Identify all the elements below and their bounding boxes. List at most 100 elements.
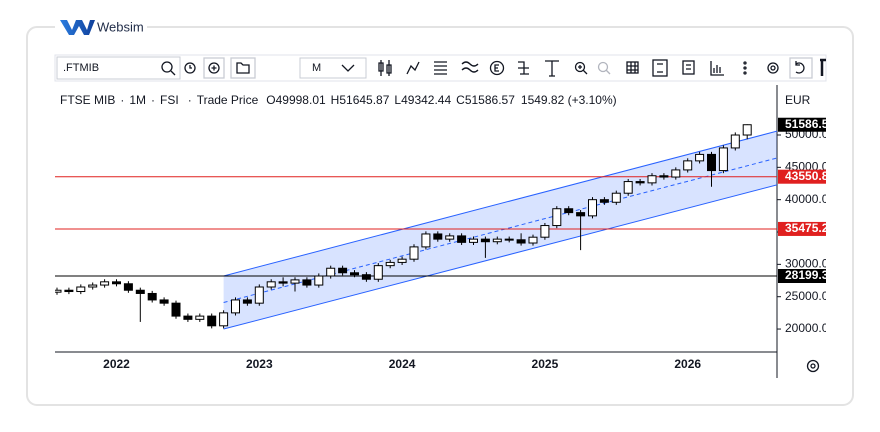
toolbar: .FTMIB M (54, 54, 827, 82)
candle-body (231, 299, 240, 314)
plot (55, 124, 777, 330)
symbol-input[interactable] (56, 56, 181, 80)
candle-body (659, 175, 669, 178)
chevron (341, 64, 355, 72)
candle-body (588, 199, 597, 217)
candle-body (576, 212, 586, 217)
level-label: 43550.8 (785, 169, 829, 183)
candle-body (623, 181, 633, 194)
card (26, 26, 854, 406)
candle-body (195, 315, 205, 320)
candle-body (718, 147, 728, 172)
folder-icon[interactable] (230, 57, 256, 79)
candle-body (647, 175, 657, 184)
candle-body (112, 281, 121, 285)
level-label-bg (778, 169, 826, 184)
candle-body (469, 238, 478, 243)
last-price-label: 51586.5 (785, 117, 829, 131)
candle-body (480, 238, 490, 243)
candle-body (302, 279, 312, 286)
price-axis: 20000.025000.030000.035000.040000.045000… (777, 117, 829, 335)
candle-body (730, 134, 740, 149)
candle-body (219, 312, 229, 327)
level-label: 28199.3 (785, 268, 829, 282)
o-value: 49998.01 (276, 93, 326, 107)
info-line: FTSE MIB · 1M · FSI · Trade Price O49998.01 H516… (60, 93, 617, 107)
info-interval: 1M (129, 93, 146, 107)
x-tick-label: 2023 (246, 357, 273, 371)
candle-body (707, 153, 716, 172)
search-icon[interactable] (161, 61, 176, 76)
tool-icons[interactable] (378, 57, 826, 79)
symbol-text: .FTMIB (63, 62, 99, 74)
info-sep: · (188, 93, 192, 107)
candle-body (326, 267, 336, 277)
y-tick-label: 20000.0 (785, 321, 829, 335)
candle-body (123, 283, 133, 291)
candle-body (457, 235, 467, 243)
info-sep: · (151, 93, 155, 107)
candle-body (100, 281, 110, 286)
candle-body (171, 302, 181, 317)
candle-body (540, 225, 550, 238)
info-exchange: FSI (160, 93, 179, 107)
candle-body (528, 236, 538, 244)
candle-body (183, 315, 193, 320)
y-tick-label: 25000.0 (785, 289, 829, 303)
candle-body (695, 153, 705, 162)
channel-upper (223, 130, 777, 277)
candle-body (564, 208, 574, 214)
y-tick-label: 30000.0 (785, 257, 829, 271)
add-icon[interactable] (203, 57, 225, 79)
candle-body (350, 272, 359, 276)
candle-body (397, 258, 407, 263)
settings-icon[interactable] (806, 359, 820, 373)
candle-body (207, 315, 217, 327)
candle-body (361, 274, 371, 280)
candle-body (635, 181, 645, 184)
candle-body (492, 238, 502, 243)
interval-select[interactable] (299, 57, 367, 79)
l-label: L (394, 93, 401, 107)
candle-body (159, 299, 169, 304)
candle-body (242, 299, 252, 304)
x-tick-label: 2026 (674, 357, 701, 371)
candle-body (742, 124, 752, 136)
channel-mid (223, 157, 777, 304)
candle-body (516, 239, 526, 244)
info-price-type: Trade Price (197, 93, 259, 107)
toolbar-bg (54, 54, 827, 82)
level-label: 35475.2 (785, 221, 829, 235)
candle-body (135, 289, 145, 294)
h-value: 51645.87 (339, 93, 389, 107)
y-tick-label: 40000.0 (785, 192, 829, 206)
level-label-bg (778, 269, 826, 284)
last-price-bg (778, 117, 826, 132)
x-tick-label: 2024 (389, 357, 416, 371)
candle-body (76, 286, 86, 293)
channel-lower (223, 184, 777, 330)
candle-body (552, 208, 562, 227)
candle-body (55, 289, 62, 293)
change: 1549.82 (+3.10%) (521, 93, 617, 107)
info-symbol: FTSE MIB (60, 93, 115, 107)
c-value: 51586.57 (465, 93, 515, 107)
candle-body (421, 233, 431, 248)
logo-icon (60, 20, 95, 35)
candle-body (385, 261, 395, 267)
x-tick-label: 2025 (532, 357, 559, 371)
candle-body (88, 284, 98, 288)
o-label: O (266, 93, 275, 107)
interval-text: M (312, 62, 321, 74)
candle-body (266, 281, 276, 288)
candle-body (64, 289, 74, 293)
candle-body (611, 192, 621, 203)
candle-body (290, 279, 300, 284)
candle-body (373, 265, 383, 280)
x-tick-label: 2022 (103, 357, 130, 371)
candle-body (278, 281, 288, 284)
candle-body (599, 199, 609, 203)
clock-icon[interactable] (184, 62, 196, 74)
c-label: C (456, 93, 465, 107)
